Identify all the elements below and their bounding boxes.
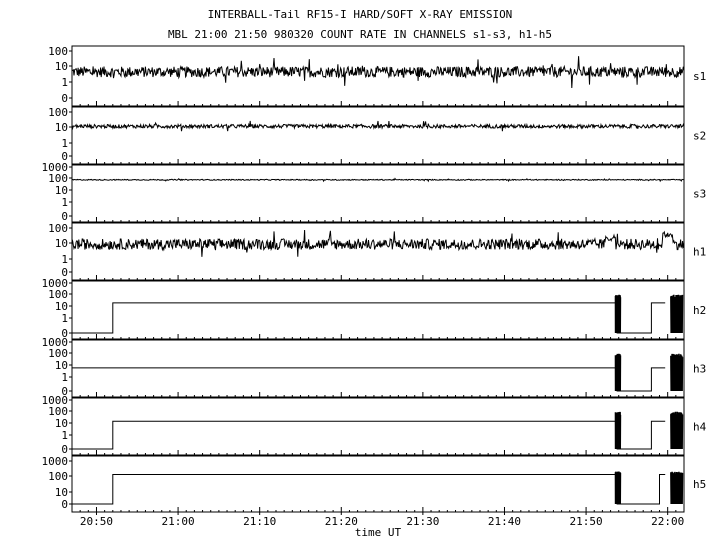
y-tick-label-s3-1: 1: [61, 196, 68, 209]
series-trace-s1: [71, 56, 685, 89]
y-tick-label-h3-1000: 1000: [42, 336, 69, 349]
series-label-h1: h1: [693, 246, 706, 259]
series-label-s3: s3: [693, 188, 706, 201]
series-label-h4: h4: [693, 421, 707, 434]
y-tick-label-s3-1000: 1000: [42, 161, 69, 174]
series-burst-h5: [614, 471, 622, 505]
series-burst-h2: [614, 294, 622, 334]
series-burst-h2: [670, 294, 684, 334]
panel-frame-h2: [71, 280, 685, 340]
y-tick-label-s1-10: 10: [55, 60, 68, 73]
x-tick-label-20:50: 20:50: [80, 515, 113, 528]
x-tick-label-21:30: 21:30: [406, 515, 439, 528]
series-label-s2: s2: [693, 130, 706, 143]
y-tick-label-h2-100: 100: [48, 288, 68, 301]
panel-frame-h5: [71, 455, 685, 513]
y-tick-label-h4-1000: 1000: [42, 394, 69, 407]
y-tick-label-h3-10: 10: [55, 359, 68, 372]
chart-subtitle: MBL 21:00 21:50 980320 COUNT RATE IN CHA…: [167, 28, 553, 41]
y-tick-label-s1-1: 1: [61, 76, 68, 89]
y-tick-label-h1-1: 1: [61, 253, 68, 266]
x-tick-label-21:20: 21:20: [325, 515, 358, 528]
panel-frame-s1: [71, 45, 685, 107]
chart-title: INTERBALL-Tail RF15-I HARD/SOFT X-RAY EM…: [207, 8, 513, 21]
y-tick-label-s3-10: 10: [55, 184, 68, 197]
y-tick-label-h5-100: 100: [48, 470, 68, 483]
series-trace-s2: [71, 120, 685, 132]
series-label-h3: h3: [693, 363, 706, 376]
y-tick-label-s2-0: 0: [61, 150, 68, 163]
series-trace-h3: [72, 367, 666, 392]
panel-frame-s3: [71, 164, 685, 223]
series-trace-h1: [71, 229, 685, 257]
series-label-h5: h5: [693, 478, 706, 491]
y-tick-label-s2-10: 10: [55, 121, 68, 134]
y-tick-label-h5-10: 10: [55, 486, 68, 499]
y-tick-label-h1-100: 100: [48, 222, 68, 235]
panel-frame-h3: [71, 339, 685, 398]
series-trace-h4: [72, 420, 666, 450]
y-tick-label-h2-0: 0: [61, 327, 68, 340]
x-axis-label: time UT: [355, 526, 402, 539]
x-tick-label-22:00: 22:00: [651, 515, 684, 528]
y-tick-label-h2-1000: 1000: [42, 277, 69, 290]
y-tick-label-h1-0: 0: [61, 266, 68, 279]
series-trace-h2: [72, 302, 666, 334]
x-tick-label-21:00: 21:00: [162, 515, 195, 528]
series-burst-h5: [670, 471, 684, 505]
y-tick-label-h5-0: 0: [61, 498, 68, 511]
y-tick-label-h5-1000: 1000: [42, 455, 69, 468]
y-tick-label-s1-100: 100: [48, 45, 68, 58]
series-burst-h3: [614, 353, 622, 392]
x-tick-label-21:10: 21:10: [243, 515, 276, 528]
series-burst-h3: [670, 353, 684, 392]
series-label-h2: h2: [693, 304, 706, 317]
panel-frame-h4: [71, 397, 685, 456]
y-tick-label-h3-1: 1: [61, 371, 68, 384]
y-tick-label-s2-1: 1: [61, 137, 68, 150]
y-tick-label-s3-100: 100: [48, 172, 68, 185]
x-tick-label-21:50: 21:50: [570, 515, 603, 528]
y-tick-label-h4-10: 10: [55, 417, 68, 430]
x-tick-label-21:40: 21:40: [488, 515, 521, 528]
panel-frame-s2: [71, 106, 685, 165]
y-tick-label-s2-100: 100: [48, 106, 68, 119]
y-tick-label-h4-0: 0: [61, 443, 68, 456]
y-tick-label-h3-100: 100: [48, 347, 68, 360]
panel-frame-h1: [71, 222, 685, 281]
y-tick-label-s3-0: 0: [61, 210, 68, 223]
series-burst-h4: [670, 411, 684, 450]
y-tick-label-h4-1: 1: [61, 429, 68, 442]
y-tick-label-h3-0: 0: [61, 385, 68, 398]
y-tick-label-h4-100: 100: [48, 405, 68, 418]
series-trace-s3: [71, 177, 685, 183]
y-tick-label-h1-10: 10: [55, 237, 68, 250]
y-tick-label-h2-1: 1: [61, 312, 68, 325]
y-tick-label-h2-10: 10: [55, 300, 68, 313]
series-burst-h4: [614, 411, 622, 450]
series-label-s1: s1: [693, 70, 706, 83]
y-tick-label-s1-0: 0: [61, 92, 68, 105]
series-trace-h5: [72, 473, 666, 505]
